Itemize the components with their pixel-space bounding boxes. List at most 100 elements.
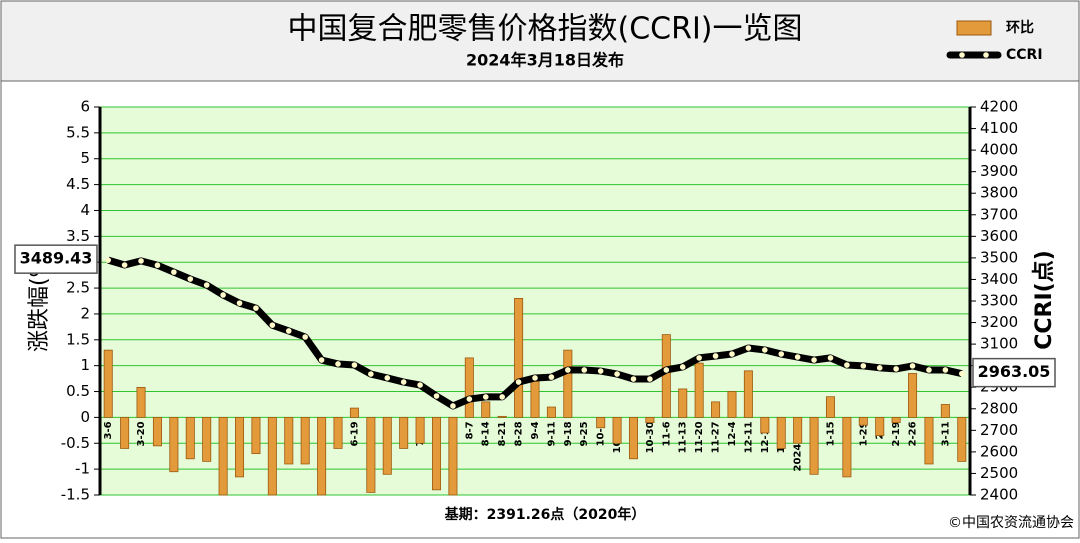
line-point [844, 362, 850, 368]
x-tick-label: 10-30 [645, 421, 656, 453]
line-point [433, 393, 440, 399]
bar [251, 416, 261, 455]
bar [940, 404, 950, 418]
y2-tick-label: 2700 [980, 421, 1018, 439]
bar [727, 391, 737, 418]
x-tick-label: 8-14 [481, 421, 492, 446]
y-tick-label: 1.5 [66, 330, 90, 348]
line-point [565, 367, 571, 373]
line-point [729, 351, 735, 357]
chart-subtitle: 2024年3月18日发布 [466, 51, 624, 70]
bar [399, 416, 409, 449]
x-tick-label: 10-9 [596, 421, 607, 446]
x-tick-label: 3-11 [940, 421, 951, 446]
bar [563, 349, 573, 418]
line-point [762, 347, 768, 353]
line-point [417, 382, 423, 388]
line-point [778, 351, 785, 357]
y-tick-label: 5 [80, 149, 90, 167]
line-point [548, 374, 555, 380]
bar [628, 416, 638, 460]
line-point [105, 257, 112, 263]
y2-tick-label: 3900 [980, 162, 1018, 180]
bar [333, 416, 343, 449]
y-tick-label: 2 [80, 304, 90, 322]
x-tick-label: 12-11 [743, 421, 754, 453]
y2-tick-label: 2600 [980, 442, 1018, 460]
bar [612, 416, 622, 444]
legend-point [959, 52, 965, 58]
bar [284, 416, 294, 465]
bar [317, 416, 327, 496]
line-point [384, 375, 391, 381]
x-tick-label: 8-21 [497, 421, 508, 446]
bar [185, 416, 195, 460]
bar [382, 416, 392, 475]
y2-tick-label: 3800 [980, 184, 1018, 202]
y-tick-label: 2.5 [66, 279, 90, 297]
y2-tick-label: 2800 [980, 399, 1018, 417]
bar [924, 416, 934, 465]
data-label: 3489.43 [20, 249, 93, 268]
y-tick-label: -1 [75, 460, 90, 478]
bar [267, 416, 277, 496]
y2-tick-label: 3300 [980, 292, 1018, 310]
y2-tick-label: 3200 [980, 313, 1018, 331]
line-point [958, 370, 965, 377]
line-point [827, 355, 834, 361]
bar [481, 401, 491, 418]
x-tick-label: 9-4 [530, 421, 541, 439]
y2-tick-label: 4200 [980, 98, 1018, 116]
y-tick-label: 1 [80, 356, 90, 374]
y2-tick-label: 3500 [980, 248, 1018, 266]
bar [678, 388, 688, 418]
bar [152, 416, 162, 447]
bar [776, 416, 786, 449]
x-tick-label: 6-19 [349, 421, 360, 446]
bar [120, 416, 130, 449]
bar [825, 396, 835, 418]
bar [432, 416, 442, 491]
line-point [926, 367, 932, 373]
bar [908, 373, 918, 418]
bar [169, 416, 179, 473]
line-point [679, 364, 686, 370]
line-point [581, 367, 588, 373]
x-tick-label: 2-19 [891, 421, 902, 446]
y2-axis-label: CCRI(点) [1031, 250, 1057, 350]
line-point [450, 403, 456, 409]
line-point [253, 305, 259, 311]
line-point [663, 367, 670, 373]
bar [760, 416, 770, 434]
line-point [647, 376, 653, 382]
legend-swatch [956, 20, 992, 36]
y-tick-label: 3.5 [66, 227, 90, 245]
x-tick-label: 9-18 [563, 421, 574, 446]
legend-label: 环比 [1006, 19, 1034, 36]
bar [858, 416, 868, 426]
line-point [893, 366, 899, 372]
line-point [368, 371, 374, 377]
line-point [794, 354, 801, 360]
line-point [220, 292, 226, 298]
line-point [532, 375, 538, 381]
line-point [515, 379, 522, 385]
bar [136, 386, 146, 418]
y2-tick-label: 4000 [980, 141, 1018, 159]
y2-tick-label: 3600 [980, 227, 1018, 245]
bar [661, 334, 671, 418]
chart-title: 中国复合肥零售价格指数(CCRI)一览图 [288, 12, 803, 47]
bar [349, 407, 359, 418]
line-point [400, 379, 407, 385]
bar [415, 416, 425, 444]
line-point [302, 334, 308, 340]
line-point [597, 368, 604, 374]
legend-label: CCRI [1006, 47, 1043, 63]
x-tick-label: 9-11 [546, 421, 557, 446]
bar [743, 370, 753, 418]
x-tick-label: 1-15 [825, 421, 836, 446]
line-point [138, 258, 144, 264]
legend-point [983, 52, 989, 58]
bar [235, 416, 245, 478]
